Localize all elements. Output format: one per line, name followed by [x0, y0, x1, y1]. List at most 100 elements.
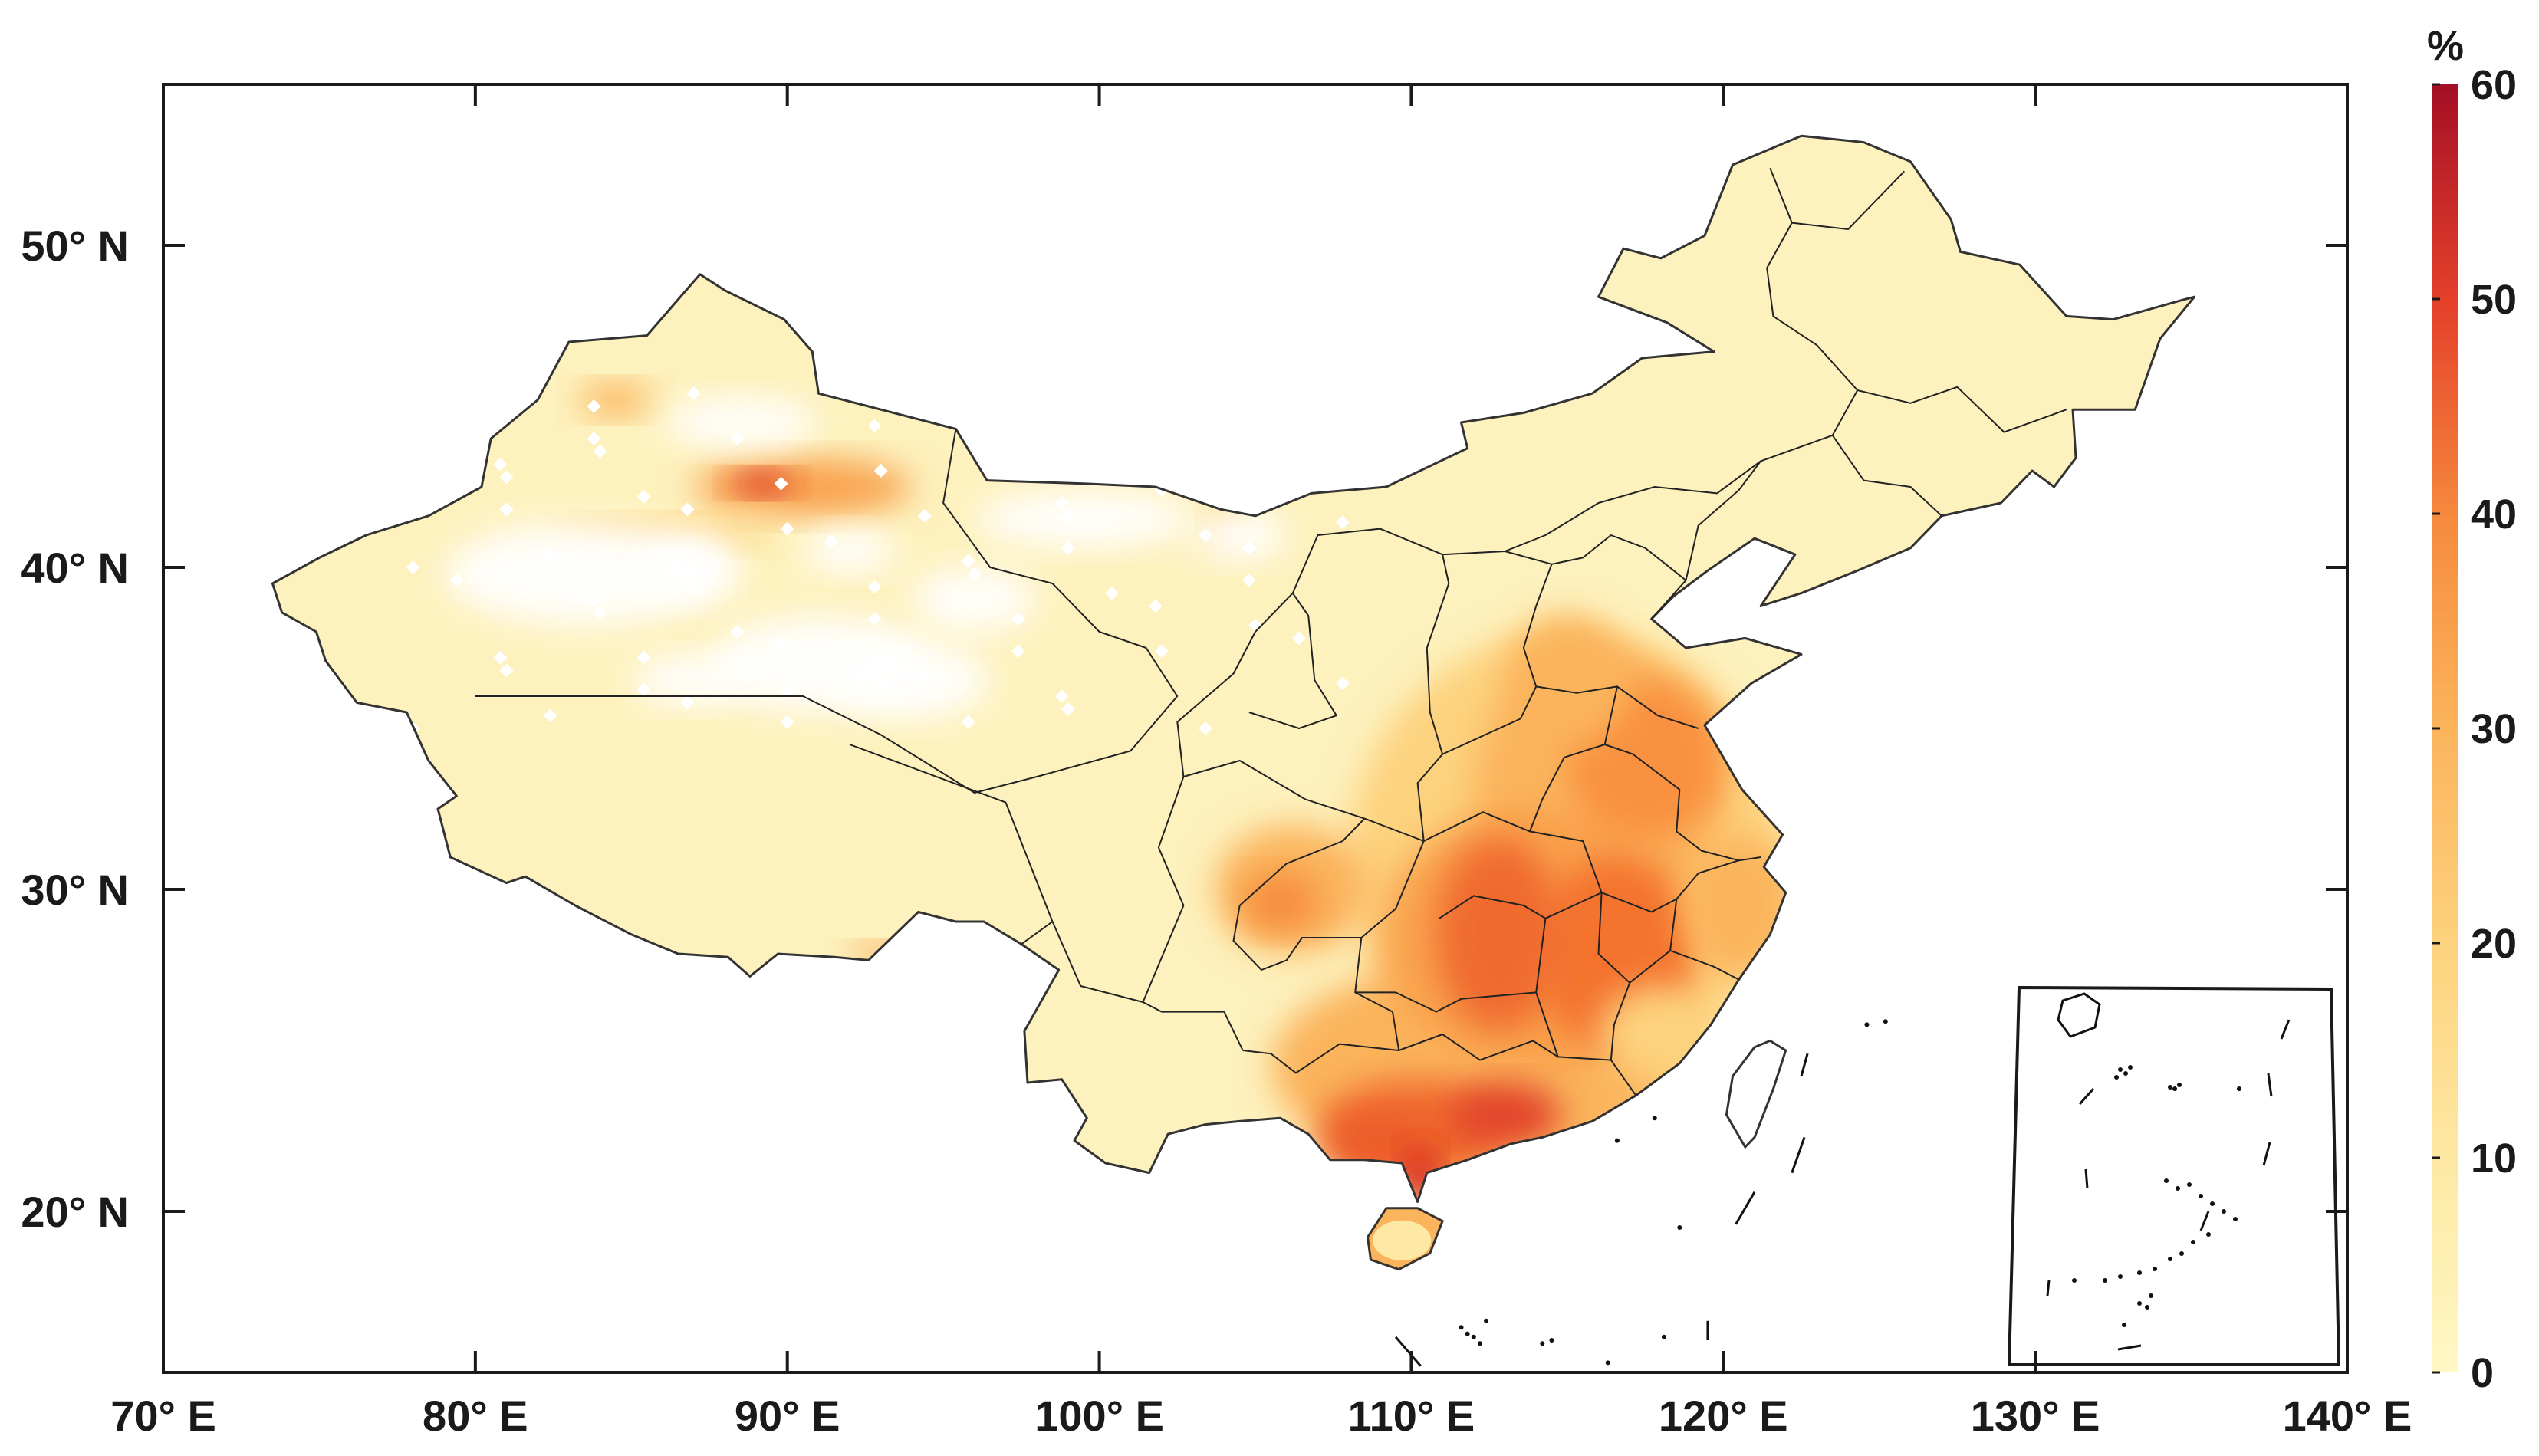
no-data-region — [912, 567, 1038, 632]
lon-tick-label: 120° E — [1659, 1392, 1788, 1440]
inset-islet — [2149, 1293, 2153, 1298]
islet — [1883, 1019, 1888, 1024]
inset-islet — [2199, 1194, 2203, 1198]
no-data-region — [803, 528, 897, 574]
province-boundary — [1857, 386, 2067, 433]
inset-islet — [2128, 1065, 2133, 1070]
heat-blob — [1449, 1083, 1561, 1147]
inset-islet — [2072, 1278, 2077, 1283]
inset-islands — [2046, 992, 2291, 1351]
no-data-speck — [1335, 515, 1350, 530]
colorbar-tick-label: 30 — [2471, 706, 2517, 752]
no-data-speck — [917, 669, 932, 684]
no-data-speck — [961, 554, 975, 568]
no-data-speck — [873, 657, 888, 671]
no-data-speck — [1061, 508, 1075, 523]
inset-islet — [2145, 1305, 2149, 1310]
no-data-speck — [587, 399, 601, 413]
colorbar-tick-label: 10 — [2471, 1136, 2517, 1182]
inset-islet — [2103, 1278, 2107, 1283]
axis-ticks — [162, 84, 2349, 1372]
no-data-speck — [406, 560, 420, 574]
heat-blob — [1505, 616, 1630, 744]
no-data-speck — [1104, 586, 1119, 600]
heat-blob — [1330, 1115, 1430, 1173]
inset-islet — [2137, 1270, 2142, 1275]
no-data-speck — [1054, 689, 1069, 703]
no-data-speck — [449, 573, 464, 587]
no-data-speck — [1291, 631, 1306, 646]
boundary-dash — [1394, 1336, 1422, 1367]
no-data-speck — [774, 476, 788, 491]
no-data-speck — [593, 444, 607, 458]
inset-islet — [2176, 1186, 2180, 1191]
no-data-speck — [686, 580, 701, 594]
province-boundary — [1791, 170, 1906, 230]
no-data-speck — [1335, 676, 1350, 691]
no-data-speck — [774, 637, 788, 652]
no-data-region — [646, 535, 741, 600]
inset-hainan — [2057, 992, 2101, 1038]
province-boundary — [475, 429, 1179, 794]
no-data-speck — [917, 508, 932, 523]
inset-islet — [2153, 1267, 2157, 1271]
inset-islet — [2179, 1251, 2184, 1256]
colorbar-tick-label: 40 — [2471, 491, 2517, 537]
islet — [1605, 1360, 1610, 1366]
province-boundary — [1291, 167, 1859, 593]
no-data-speck — [493, 650, 508, 665]
no-data-speck — [967, 567, 982, 581]
longitude-labels: 70° E 80° E 90° E 100° E 110° E 120° E 130° E 1… — [110, 1392, 2412, 1440]
inset-islet — [2191, 1240, 2195, 1244]
no-data-region — [662, 396, 819, 449]
inset-islet — [2210, 1201, 2215, 1206]
no-data-speck — [780, 682, 794, 697]
province-boundary — [1176, 592, 1337, 777]
boundary-dash — [1791, 1136, 1806, 1174]
inset-islet — [2172, 1086, 2177, 1091]
islet — [1459, 1325, 1464, 1330]
inset-islet — [2114, 1075, 2119, 1080]
no-data-speck — [1061, 541, 1075, 555]
lat-tick-label: 20° N — [21, 1188, 129, 1236]
islet — [1484, 1318, 1489, 1323]
heat-blob — [1242, 873, 1318, 932]
islet — [1677, 1225, 1682, 1230]
lon-tick-label: 130° E — [1971, 1392, 2100, 1440]
colorbar-tick-label: 60 — [2471, 62, 2517, 108]
inset-islet — [2187, 1182, 2192, 1187]
no-data-speck — [499, 502, 514, 517]
no-data-speck — [867, 580, 882, 594]
no-data-speck — [1148, 599, 1163, 613]
no-data-region — [1192, 509, 1287, 561]
heat-blob — [1436, 837, 1561, 1031]
south-china-sea-inset — [2007, 985, 2341, 1366]
no-data-speck — [543, 708, 557, 723]
no-data-speck — [961, 715, 975, 729]
no-data-speck — [499, 663, 514, 678]
inset-islet — [2168, 1257, 2172, 1261]
colorbar: % 0 10 20 30 40 50 60 — [2427, 23, 2517, 1396]
no-data-region — [444, 522, 725, 626]
province-boundaries — [475, 167, 2067, 1096]
province-boundary — [1505, 551, 1553, 687]
no-data-speck — [587, 432, 601, 445]
inset-islet — [2177, 1083, 2182, 1087]
colorbar-tick-label: 0 — [2471, 1350, 2494, 1396]
province-boundary — [1616, 685, 1699, 729]
province-boundary — [1685, 460, 1761, 581]
inset-boundary-dash — [2199, 1211, 2210, 1231]
lon-tick-label: 100° E — [1034, 1392, 1164, 1440]
colorbar-tick-labels: 0 10 20 30 40 50 60 — [2432, 62, 2517, 1396]
no-data-speck — [1198, 528, 1212, 542]
inset-islet — [2222, 1209, 2226, 1214]
no-data-region — [631, 654, 757, 706]
inset-islet — [2237, 1086, 2241, 1091]
islet — [1471, 1334, 1476, 1339]
inset-islet — [2122, 1323, 2126, 1327]
lat-tick-label: 30° N — [21, 866, 129, 914]
no-data-speck — [1054, 496, 1069, 510]
province-boundary — [849, 744, 1054, 945]
province-boundary — [1629, 950, 1671, 984]
no-data-speck — [1242, 541, 1256, 555]
